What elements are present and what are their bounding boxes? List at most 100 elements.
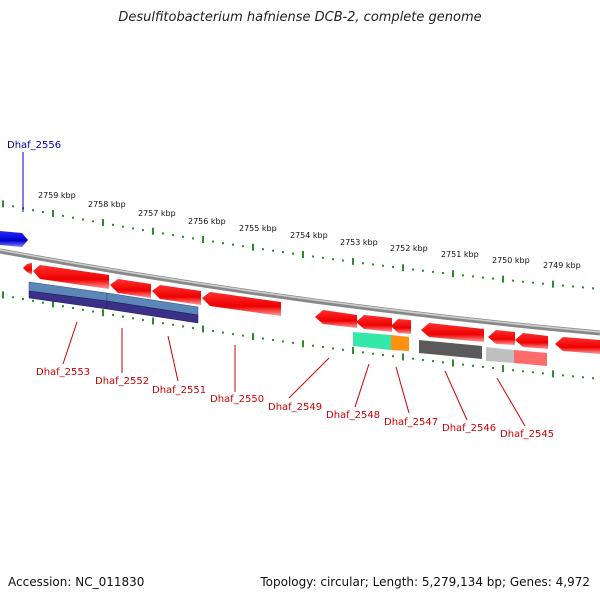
major-tick: [52, 209, 54, 217]
gene-label[interactable]: Dhaf_2549: [268, 402, 322, 413]
minor-tick: [272, 249, 274, 252]
gene-reverse-arrow[interactable]: [391, 319, 411, 334]
feature-box: [353, 332, 391, 350]
minor-tick: [222, 331, 224, 334]
major-tick: [302, 251, 304, 259]
feature-box: [106, 300, 199, 324]
gene-reverse-arrow[interactable]: [356, 315, 392, 332]
minor-tick: [482, 276, 484, 279]
gene-reverse-arrow[interactable]: [23, 263, 32, 275]
minor-tick: [522, 370, 524, 373]
minor-tick: [292, 341, 294, 344]
minor-tick: [132, 317, 134, 320]
label-connector: [288, 357, 330, 399]
minor-tick: [192, 326, 194, 329]
feature-box: [514, 350, 547, 366]
major-tick: [552, 280, 554, 288]
minor-tick: [72, 216, 74, 219]
minor-tick: [32, 209, 34, 212]
gene-reverse-arrow[interactable]: [555, 337, 600, 354]
minor-tick: [62, 305, 64, 308]
minor-tick: [22, 298, 24, 301]
major-tick: [2, 291, 4, 299]
minor-tick: [342, 259, 344, 262]
major-tick: [552, 370, 554, 378]
minor-tick: [82, 308, 84, 311]
major-tick: [202, 235, 204, 243]
gene-reverse-arrow[interactable]: [315, 310, 357, 328]
minor-tick: [362, 351, 364, 354]
minor-tick: [372, 263, 374, 266]
scale-label: 2751 kbp: [441, 250, 479, 259]
gene-reverse-arrow[interactable]: [515, 333, 548, 349]
minor-tick: [522, 280, 524, 283]
label-connector: [354, 363, 370, 408]
minor-tick: [392, 355, 394, 358]
minor-tick: [262, 337, 264, 340]
minor-tick: [442, 272, 444, 275]
minor-tick: [292, 252, 294, 255]
minor-tick: [512, 369, 514, 372]
minor-tick: [12, 205, 14, 208]
minor-tick: [262, 248, 264, 251]
major-tick: [502, 275, 504, 283]
minor-tick: [332, 258, 334, 261]
scale-label: 2753 kbp: [340, 238, 378, 247]
minor-tick: [412, 357, 414, 360]
gene-label[interactable]: Dhaf_2546: [442, 423, 496, 434]
scale-label: 2759 kbp: [38, 191, 76, 200]
scale-label: 2757 kbp: [138, 209, 176, 218]
minor-tick: [382, 264, 384, 267]
gene-reverse-arrow[interactable]: [152, 285, 201, 305]
minor-tick: [372, 352, 374, 355]
gene-forward-arrow[interactable]: [0, 231, 28, 247]
feature-box: [486, 347, 514, 363]
topology-summary: Topology: circular; Length: 5,279,134 bp…: [260, 575, 590, 589]
map-title: Desulfitobacterium hafniense DCB-2, comp…: [118, 10, 482, 25]
major-tick: [102, 219, 104, 227]
minor-tick: [82, 218, 84, 221]
gene-label[interactable]: Dhaf_2547: [384, 417, 438, 428]
gene-reverse-arrow[interactable]: [202, 292, 281, 316]
minor-tick: [462, 274, 464, 277]
major-tick: [302, 340, 304, 348]
minor-tick: [312, 255, 314, 258]
minor-tick: [512, 279, 514, 282]
gene-reverse-arrow[interactable]: [488, 330, 515, 345]
minor-tick: [382, 353, 384, 356]
scale-label: 2755 kbp: [239, 224, 277, 233]
scale-ticks-lower: [2, 291, 594, 380]
minor-tick: [142, 229, 144, 232]
gene-label[interactable]: Dhaf_2552: [95, 376, 149, 387]
minor-tick: [72, 307, 74, 310]
minor-tick: [592, 287, 594, 290]
genome-backbone-highlight: [0, 249, 600, 333]
major-tick: [52, 300, 54, 308]
minor-tick: [532, 281, 534, 284]
minor-tick: [282, 251, 284, 254]
gene-label[interactable]: Dhaf_2551: [152, 385, 206, 396]
minor-tick: [432, 360, 434, 363]
gene-label[interactable]: Dhaf_2553: [36, 367, 90, 378]
gene-reverse-arrow[interactable]: [421, 323, 484, 342]
label-connector: [444, 370, 468, 421]
major-tick: [452, 359, 454, 367]
minor-tick: [392, 266, 394, 269]
scale-label: 2756 kbp: [188, 217, 226, 226]
minor-tick: [142, 318, 144, 321]
gene-reverse-arrow[interactable]: [33, 265, 109, 289]
major-tick: [402, 353, 404, 361]
minor-tick: [472, 275, 474, 278]
major-tick: [352, 257, 354, 265]
minor-tick: [472, 364, 474, 367]
major-tick: [252, 333, 254, 341]
minor-tick: [112, 223, 114, 226]
gene-label[interactable]: Dhaf_2550: [210, 394, 264, 405]
minor-tick: [572, 285, 574, 288]
minor-tick: [462, 363, 464, 366]
minor-tick: [112, 313, 114, 316]
gene-label-forward[interactable]: Dhaf_2556: [7, 140, 61, 151]
gene-label[interactable]: Dhaf_2545: [500, 429, 554, 440]
gene-label[interactable]: Dhaf_2548: [326, 410, 380, 421]
gene-reverse-arrow[interactable]: [110, 279, 151, 298]
